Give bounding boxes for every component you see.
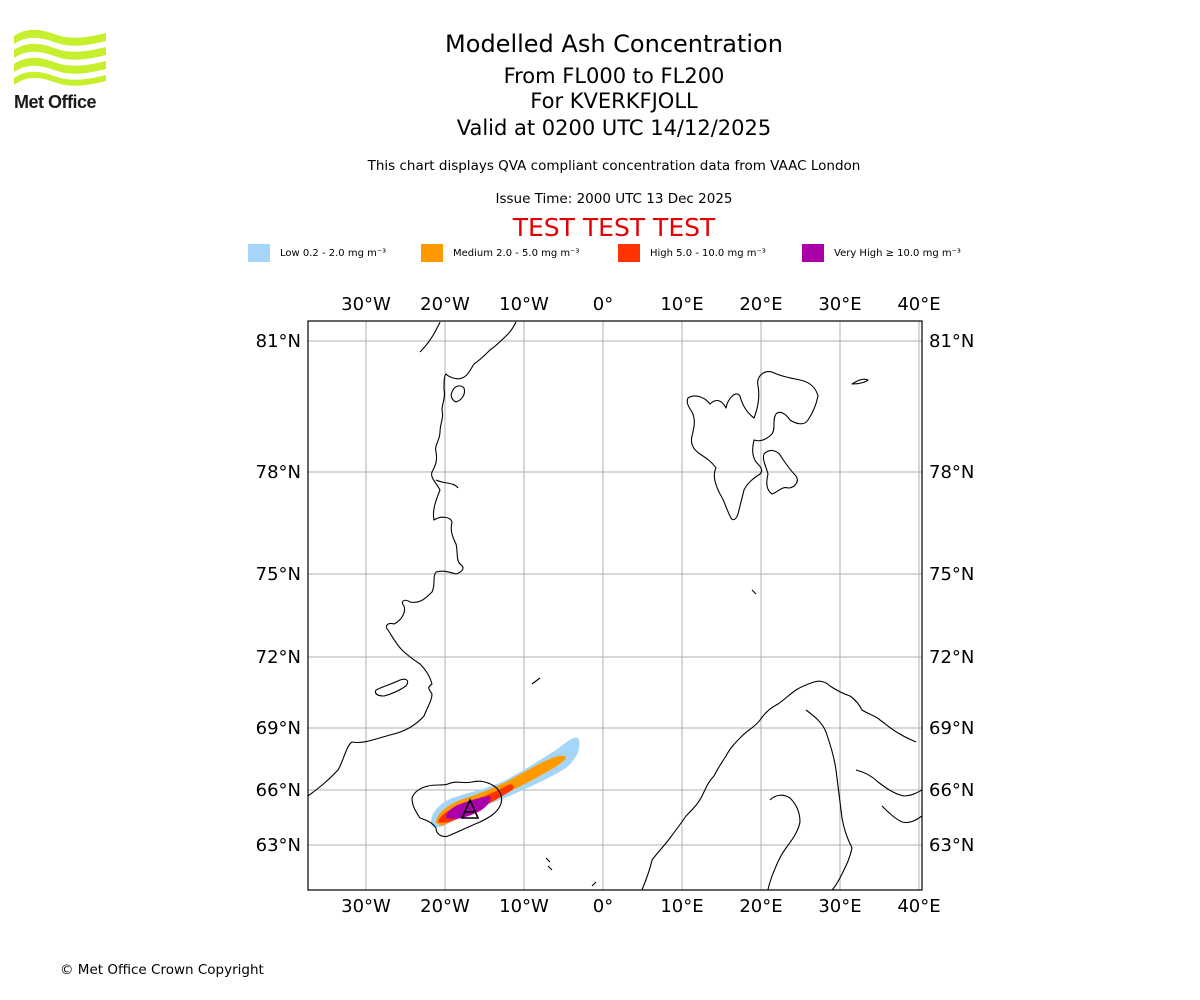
lon-label-top: 20°W: [420, 294, 470, 315]
graticule: [308, 321, 922, 890]
legend-swatch-high: [618, 244, 640, 262]
lon-labels-bottom: 30°W 20°W 10°W 0° 10°E 20°E 30°E 40°E: [341, 896, 940, 917]
lon-label-bottom: 20°E: [739, 896, 782, 917]
issue-time: Issue Time: 2000 UTC 13 Dec 2025: [495, 191, 733, 207]
coast-norway: [641, 680, 917, 891]
legend-item-very-high: Very High ≥ 10.0 mg m⁻³: [802, 244, 961, 262]
legend-label-high: High 5.0 - 10.0 mg m⁻³: [650, 247, 766, 259]
lon-label-top: 10°E: [660, 294, 703, 315]
legend: Low 0.2 - 2.0 mg m⁻³ Medium 2.0 - 5.0 mg…: [0, 244, 1200, 264]
lat-label-right: 81°N: [929, 331, 974, 352]
lat-label-left: 72°N: [256, 647, 301, 668]
coast-faroe: [545, 857, 553, 871]
lon-label-top: 0°: [593, 294, 613, 315]
coast-greenland: [307, 321, 517, 797]
coast-svalbard: [686, 371, 819, 521]
test-banner: TEST TEST TEST: [512, 213, 716, 242]
legend-swatch-low: [248, 244, 270, 262]
lat-labels-right: 81°N 78°N 75°N 72°N 69°N 66°N 63°N: [929, 331, 974, 856]
lon-label-top: 20°E: [739, 294, 782, 315]
lat-label-right: 72°N: [929, 647, 974, 668]
lon-labels-top: 30°W 20°W 10°W 0° 10°E 20°E 30°E 40°E: [341, 294, 940, 315]
legend-item-low: Low 0.2 - 2.0 mg m⁻³: [248, 244, 386, 262]
legend-label-very-high: Very High ≥ 10.0 mg m⁻³: [834, 247, 961, 259]
legend-swatch-medium: [421, 244, 443, 262]
lat-label-left: 69°N: [256, 718, 301, 739]
lat-label-right: 63°N: [929, 835, 974, 856]
lon-label-bottom: 40°E: [897, 896, 940, 917]
coast-greenland-fjord: [435, 479, 459, 489]
legend-item-high: High 5.0 - 10.0 mg m⁻³: [618, 244, 766, 262]
coast-kola: [855, 769, 923, 797]
ash-very-high-area: [446, 796, 491, 819]
coast-shetland: [591, 881, 597, 887]
legend-item-medium: Medium 2.0 - 5.0 mg m⁻³: [421, 244, 579, 262]
lon-label-top: 40°E: [897, 294, 940, 315]
lon-label-top: 10°W: [499, 294, 549, 315]
legend-label-medium: Medium 2.0 - 5.0 mg m⁻³: [453, 247, 580, 259]
lon-label-bottom: 0°: [593, 896, 613, 917]
coast-iceland: [411, 780, 503, 838]
flight-level-range: From FL000 to FL200: [503, 64, 725, 88]
legend-swatch-very-high: [802, 244, 824, 262]
lat-label-left: 63°N: [256, 835, 301, 856]
volcano-name: For KVERKFJOLL: [530, 89, 698, 113]
coastlines: [307, 321, 923, 891]
lon-label-bottom: 20°W: [420, 896, 470, 917]
lat-label-right: 75°N: [929, 564, 974, 585]
lat-label-right: 69°N: [929, 718, 974, 739]
valid-time: Valid at 0200 UTC 14/12/2025: [456, 116, 772, 140]
coast-white-sea: [881, 805, 923, 824]
coast-svalbard-east: [762, 449, 798, 495]
lon-label-bottom: 10°W: [499, 896, 549, 917]
lon-label-top: 30°W: [341, 294, 391, 315]
legend-label-low: Low 0.2 - 2.0 mg m⁻³: [280, 247, 387, 259]
coast-bothnia: [767, 794, 801, 891]
copyright: © Met Office Crown Copyright: [60, 962, 264, 978]
lat-label-left: 66°N: [256, 780, 301, 801]
chart-title: Modelled Ash Concentration: [445, 30, 783, 58]
lon-label-bottom: 30°E: [818, 896, 861, 917]
lon-label-bottom: 30°W: [341, 896, 391, 917]
lat-labels-left: 81°N 78°N 75°N 72°N 69°N 66°N 63°N: [256, 331, 301, 856]
coast-sweden-finland: [805, 709, 853, 891]
lat-label-left: 81°N: [256, 331, 301, 352]
lat-label-left: 75°N: [256, 564, 301, 585]
volcano-marker-icon: [460, 798, 480, 819]
logo-text: Met Office: [14, 92, 97, 112]
met-office-logo: [14, 30, 106, 86]
coast-jan-mayen: [531, 677, 541, 685]
coast-bear-island: [751, 589, 757, 595]
coast-greenland-ne: [419, 321, 441, 353]
lat-label-left: 78°N: [256, 462, 301, 483]
coast-greenland-fjord-2: [374, 678, 409, 697]
map-frame: [307, 320, 923, 891]
lon-label-bottom: 10°E: [660, 896, 703, 917]
coast-greenland-lake: [450, 385, 466, 403]
lon-label-top: 30°E: [818, 294, 861, 315]
lat-label-right: 78°N: [929, 462, 974, 483]
coast-kvitoya: [851, 378, 869, 385]
lat-label-right: 66°N: [929, 780, 974, 801]
subtitle: This chart displays QVA compliant concen…: [367, 158, 861, 174]
